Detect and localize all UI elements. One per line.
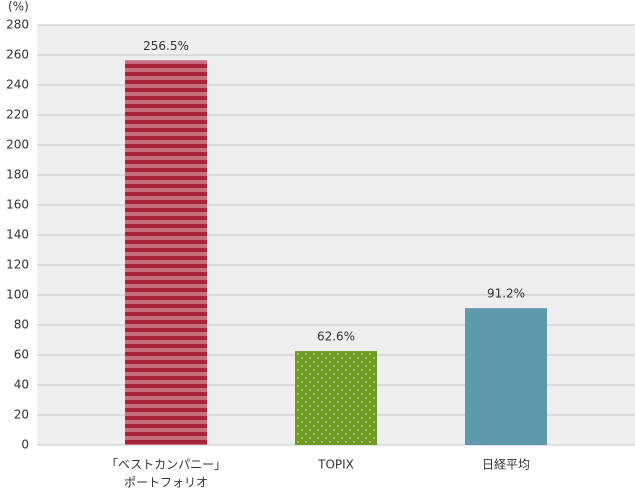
value-label: 62.6% — [317, 330, 355, 344]
y-tick-label: 40 — [14, 378, 29, 392]
bar — [125, 60, 207, 445]
x-tick-label: 「ベストカンパニー」 — [106, 458, 226, 472]
y-tick-label: 120 — [6, 258, 29, 272]
y-tick-label: 280 — [6, 18, 29, 32]
bar — [295, 351, 377, 445]
y-unit: (%) — [8, 0, 29, 14]
value-label: 91.2% — [487, 287, 525, 301]
y-tick-label: 220 — [6, 108, 29, 122]
y-tick-label: 80 — [14, 318, 29, 332]
y-tick-label: 260 — [6, 48, 29, 62]
y-tick-label: 160 — [6, 198, 29, 212]
y-tick-label: 140 — [6, 228, 29, 242]
y-tick-label: 100 — [6, 288, 29, 302]
y-tick-label: 20 — [14, 408, 29, 422]
bar — [465, 308, 547, 445]
y-tick-label: 60 — [14, 348, 29, 362]
y-tick-label: 200 — [6, 138, 29, 152]
y-tick-label: 240 — [6, 78, 29, 92]
y-tick-label: 180 — [6, 168, 29, 182]
x-tick-label: TOPIX — [317, 458, 354, 472]
x-tick-label: 日経平均 — [482, 458, 530, 472]
x-tick-label: ポートフォリオ — [124, 476, 208, 489]
y-tick-label: 0 — [21, 438, 29, 452]
value-label: 256.5% — [143, 39, 189, 53]
